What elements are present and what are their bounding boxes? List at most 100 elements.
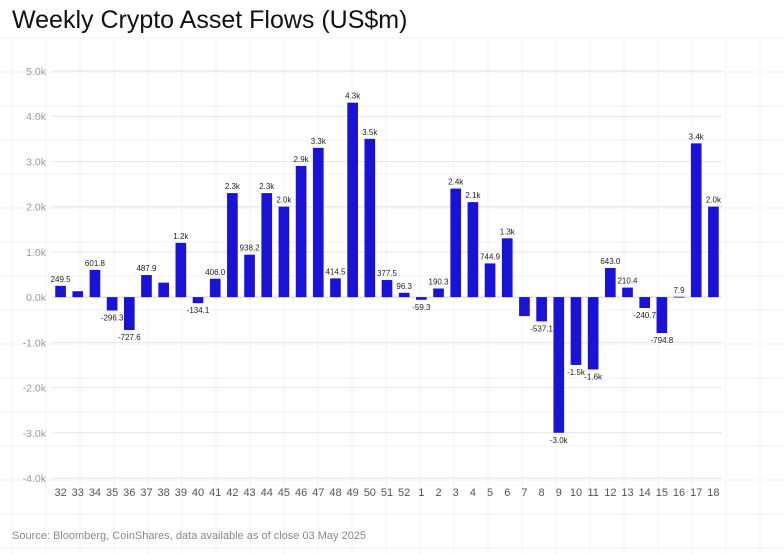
x-tick-label: 50 xyxy=(364,487,376,499)
bar xyxy=(364,138,376,298)
data-label: 2.0k xyxy=(276,196,292,205)
data-label: 210.4 xyxy=(617,277,638,286)
x-tick-label: 32 xyxy=(54,487,66,499)
x-tick-label: 39 xyxy=(175,487,187,499)
x-tick-label: 37 xyxy=(140,487,152,499)
x-tick-label: 11 xyxy=(587,487,598,499)
x-tick-label: 46 xyxy=(295,487,307,499)
x-tick-label: 12 xyxy=(604,487,616,499)
bar xyxy=(656,297,668,334)
x-tick-label: 42 xyxy=(226,487,238,499)
data-label: 487.9 xyxy=(136,264,157,273)
y-tick-label: 4.0k xyxy=(26,111,47,123)
x-tick-label: 1 xyxy=(418,487,424,499)
data-label: 2.0k xyxy=(706,196,722,205)
source-note: Source: Bloomberg, CoinShares, data avai… xyxy=(12,530,367,542)
data-label: 3.4k xyxy=(689,132,705,141)
x-axis-ticks: 32 33 34 35 36 37 38 39 40 41 42 43 44 45 46 47 48 49 50 51… xyxy=(54,487,719,499)
data-label: 601.8 xyxy=(85,259,106,268)
data-label: 2.3k xyxy=(225,182,241,191)
bar xyxy=(587,297,599,370)
x-tick-label: 40 xyxy=(192,487,204,499)
y-tick-label: -2.0k xyxy=(23,383,47,395)
data-label: 2.3k xyxy=(259,182,275,191)
data-label: 96.3 xyxy=(396,282,412,291)
data-label: 1.2k xyxy=(173,232,189,241)
chart-title: Weekly Crypto Asset Flows (US$m) xyxy=(12,6,408,34)
y-tick-label: -3.0k xyxy=(23,428,47,440)
bar xyxy=(484,263,496,298)
bar xyxy=(381,280,393,298)
y-tick-label: 2.0k xyxy=(26,202,47,214)
bar xyxy=(106,297,118,311)
x-tick-label: 9 xyxy=(556,487,562,499)
x-tick-label: 8 xyxy=(539,487,545,499)
x-tick-label: 14 xyxy=(639,487,651,499)
bar xyxy=(673,296,685,298)
bar xyxy=(450,188,462,298)
bar xyxy=(536,297,547,322)
x-tick-label: 7 xyxy=(521,487,527,499)
data-label: -727.6 xyxy=(118,333,141,342)
y-tick-label: -4.0k xyxy=(23,473,47,485)
data-label: 377.5 xyxy=(377,269,398,278)
bar xyxy=(72,291,84,298)
x-tick-label: 10 xyxy=(570,487,582,499)
bar xyxy=(175,242,187,298)
data-label: 1.3k xyxy=(500,227,516,236)
bar xyxy=(690,143,702,298)
y-tick-label: 1.0k xyxy=(26,247,47,259)
x-tick-label: 3 xyxy=(453,487,459,499)
x-tick-label: 33 xyxy=(72,487,84,499)
y-axis-ticks: 5.0k 4.0k 3.0k 2.0k 1.0k 0.0k -1.0k -2.0k -3.0k -… xyxy=(23,66,47,485)
x-tick-label: 35 xyxy=(106,487,118,499)
x-tick-label: 45 xyxy=(278,487,290,499)
bar xyxy=(244,254,255,298)
data-label: 7.9 xyxy=(673,286,685,295)
data-label: -240.7 xyxy=(633,311,656,320)
x-tick-label: 41 xyxy=(209,487,221,499)
data-label: 3.5k xyxy=(362,128,378,137)
y-tick-label: -1.0k xyxy=(23,337,47,349)
x-tick-label: 5 xyxy=(487,487,493,499)
x-tick-label: 48 xyxy=(329,487,341,499)
x-tick-label: 38 xyxy=(158,487,170,499)
x-tick-label: 16 xyxy=(673,487,685,499)
data-label: 744.9 xyxy=(480,252,501,261)
bar xyxy=(295,165,307,298)
data-label: 938.2 xyxy=(240,244,261,253)
bar xyxy=(227,193,238,298)
data-label: 406.0 xyxy=(205,268,226,277)
data-label: -3.0k xyxy=(550,436,569,445)
bar xyxy=(158,282,169,298)
data-label: 249.5 xyxy=(51,275,72,284)
bar xyxy=(416,297,427,300)
x-tick-label: 52 xyxy=(398,487,410,499)
bar xyxy=(519,297,530,317)
x-tick-label: 15 xyxy=(656,487,668,499)
x-tick-label: 47 xyxy=(312,487,324,499)
data-label: 414.5 xyxy=(325,267,346,276)
y-tick-label: 3.0k xyxy=(26,156,47,168)
data-label: 2.1k xyxy=(465,191,481,200)
data-label: -134.1 xyxy=(187,306,210,315)
bar xyxy=(89,269,101,298)
x-tick-label: 13 xyxy=(621,487,633,499)
x-tick-label: 34 xyxy=(89,487,101,499)
bar xyxy=(622,287,633,298)
data-label: -1.6k xyxy=(584,372,603,381)
data-label: -794.8 xyxy=(651,336,674,345)
bars xyxy=(55,102,719,433)
bar xyxy=(501,238,513,298)
x-tick-label: 51 xyxy=(381,487,393,499)
bar xyxy=(330,278,341,298)
data-label: -296.3 xyxy=(101,314,124,323)
data-label: 3.3k xyxy=(311,137,327,146)
data-label: 2.4k xyxy=(448,178,464,187)
x-tick-label: 4 xyxy=(470,487,476,499)
data-labels: 249.5 601.8 -296.3 -727.6 487.9 1.2k -134.1 406… xyxy=(51,92,722,445)
x-tick-label: 17 xyxy=(690,487,702,499)
data-label: -1.5k xyxy=(567,368,586,377)
data-label: 2.9k xyxy=(294,155,310,164)
x-tick-label: 49 xyxy=(347,487,359,499)
